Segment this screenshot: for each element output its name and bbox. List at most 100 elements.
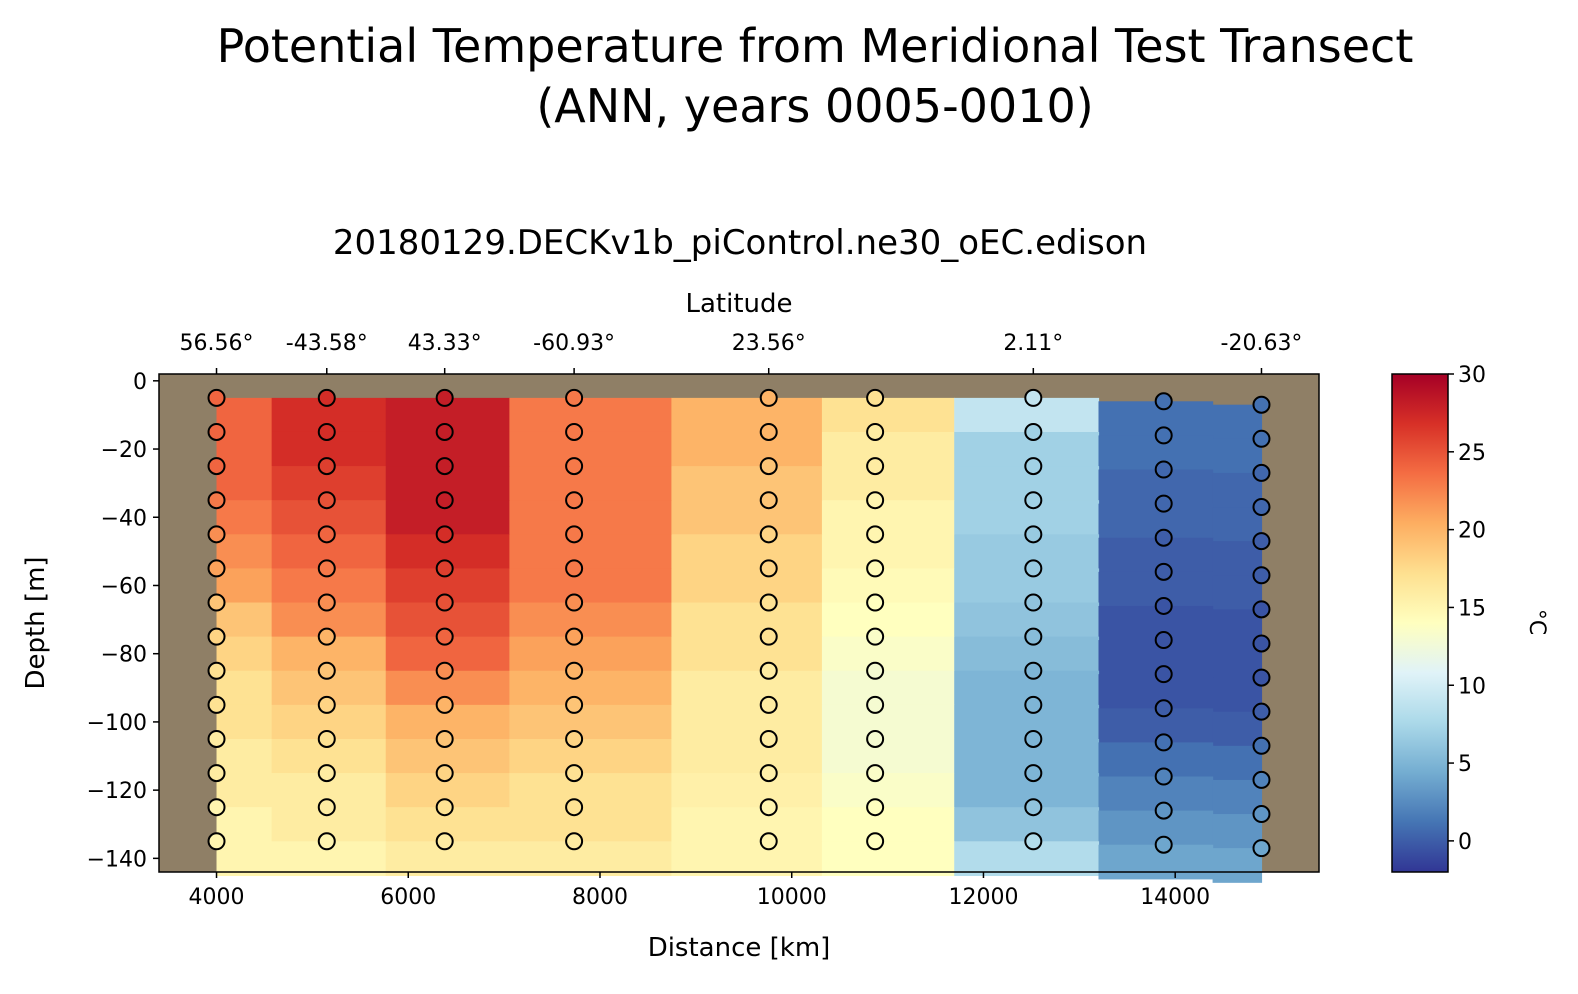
station-marker bbox=[207, 832, 226, 851]
station-marker bbox=[565, 729, 584, 748]
station-marker bbox=[1252, 702, 1271, 721]
temperature-cell bbox=[1212, 404, 1263, 440]
temperature-cell bbox=[821, 704, 955, 740]
station-marker bbox=[866, 661, 885, 680]
temperature-cell bbox=[1212, 677, 1263, 713]
station-marker bbox=[317, 491, 336, 510]
station-marker bbox=[1024, 422, 1043, 441]
temperature-cell bbox=[509, 534, 673, 570]
station-marker bbox=[565, 695, 584, 714]
station-marker bbox=[1252, 566, 1271, 585]
temperature-cell bbox=[216, 807, 273, 842]
temperature-cell bbox=[216, 738, 273, 774]
temperature-cell bbox=[216, 636, 273, 672]
station-marker bbox=[866, 798, 885, 817]
y-tick-label: −140 bbox=[87, 847, 147, 872]
station-marker bbox=[435, 627, 454, 646]
top-tick-label: -43.58° bbox=[286, 331, 368, 356]
station-marker bbox=[1154, 801, 1173, 820]
station-marker bbox=[1252, 395, 1271, 414]
station-marker bbox=[1154, 528, 1173, 547]
station-marker bbox=[759, 661, 778, 680]
y-tick-label: −100 bbox=[87, 711, 147, 736]
station-marker bbox=[1024, 525, 1043, 544]
temperature-cell bbox=[216, 500, 273, 535]
station-marker bbox=[207, 422, 226, 441]
y-tick-label: −80 bbox=[101, 643, 147, 668]
station-marker bbox=[1024, 832, 1043, 851]
station-marker bbox=[317, 559, 336, 578]
temperature-cell bbox=[671, 807, 823, 842]
temperature-cell bbox=[509, 636, 673, 672]
top-tick-label: 56.56° bbox=[180, 331, 254, 356]
station-marker bbox=[759, 593, 778, 612]
station-marker bbox=[565, 388, 584, 407]
axes: 4000 6000 8000 10000 12000 14000 0 −20 −40 −60 −80… bbox=[87, 331, 1320, 910]
station-marker bbox=[1024, 593, 1043, 612]
station-marker bbox=[1024, 627, 1043, 646]
temperature-cell bbox=[509, 466, 673, 501]
station-marker bbox=[1252, 463, 1271, 482]
temperature-cell bbox=[1212, 438, 1263, 474]
station-marker bbox=[565, 525, 584, 544]
station-marker bbox=[317, 627, 336, 646]
temperature-cell bbox=[1212, 814, 1263, 849]
station-marker bbox=[207, 798, 226, 817]
station-marker bbox=[565, 457, 584, 476]
station-marker bbox=[866, 764, 885, 783]
station-marker bbox=[565, 559, 584, 578]
temperature-cell bbox=[821, 602, 955, 638]
x-tick-label: 6000 bbox=[380, 885, 436, 910]
temperature-cell bbox=[821, 397, 955, 433]
station-marker bbox=[565, 661, 584, 680]
station-marker bbox=[207, 525, 226, 544]
station-marker bbox=[759, 729, 778, 748]
station-marker bbox=[759, 388, 778, 407]
temperature-cell bbox=[216, 466, 273, 501]
temperature-cell bbox=[1212, 609, 1263, 645]
temperature-cell bbox=[509, 841, 673, 877]
station-marker bbox=[866, 627, 885, 646]
colorbar-ticks: 0 5 10 15 20 25 30 bbox=[1448, 363, 1486, 855]
temperature-cell bbox=[1212, 575, 1263, 610]
temperature-cell bbox=[509, 738, 673, 774]
temperature-cell bbox=[216, 602, 273, 638]
station-marker bbox=[317, 764, 336, 783]
station-marker bbox=[1154, 562, 1173, 581]
temperature-cell bbox=[1098, 503, 1214, 539]
station-marker bbox=[565, 627, 584, 646]
station-marker bbox=[1024, 729, 1043, 748]
station-marker bbox=[435, 457, 454, 476]
colorbar-label: °C bbox=[1524, 609, 1549, 635]
station-marker bbox=[435, 593, 454, 612]
temperature-cell bbox=[671, 568, 823, 604]
station-marker bbox=[565, 593, 584, 612]
station-marker bbox=[435, 832, 454, 851]
station-marker bbox=[1252, 736, 1271, 755]
y-axis-label: Depth [m] bbox=[21, 556, 51, 689]
station-marker bbox=[759, 627, 778, 646]
temperature-cell bbox=[821, 738, 955, 774]
station-marker bbox=[866, 422, 885, 441]
y-tick-label: −60 bbox=[101, 574, 147, 599]
station-marker bbox=[207, 695, 226, 714]
temperature-cell bbox=[671, 670, 823, 706]
colorbar-tick-label: 5 bbox=[1458, 752, 1472, 777]
station-marker bbox=[317, 422, 336, 441]
temperature-cell bbox=[671, 397, 823, 433]
x-tick-label: 12000 bbox=[948, 885, 1018, 910]
top-tick-label: 2.11° bbox=[1003, 331, 1063, 356]
temperature-cell bbox=[821, 534, 955, 570]
top-tick-label: -20.63° bbox=[1221, 331, 1303, 356]
station-marker bbox=[1154, 392, 1173, 411]
temperature-cell bbox=[671, 773, 823, 808]
station-marker bbox=[207, 661, 226, 680]
x-tick-label: 10000 bbox=[757, 885, 827, 910]
station-marker bbox=[1252, 532, 1271, 551]
temperature-cell bbox=[1098, 469, 1214, 505]
station-marker bbox=[759, 491, 778, 510]
station-marker bbox=[1154, 460, 1173, 479]
station-marker bbox=[207, 764, 226, 783]
temperature-cell bbox=[1098, 674, 1214, 709]
